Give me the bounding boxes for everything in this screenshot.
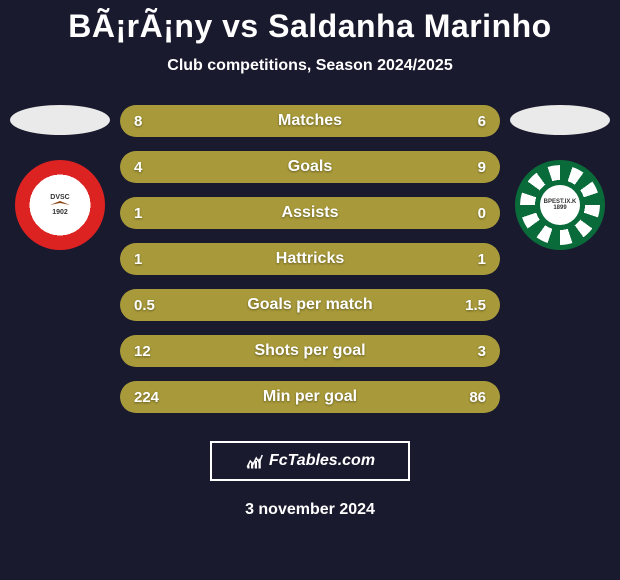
stat-row: 12 Shots per goal 3 [120,335,500,367]
stat-label: Shots per goal [254,342,365,360]
stat-row: 224 Min per goal 86 [120,381,500,413]
stat-left-value: 224 [134,389,159,406]
stat-row: 1 Hattricks 1 [120,243,500,275]
stat-row: 4 Goals 9 [120,151,500,183]
left-club-abbr: DVSC [50,194,69,201]
stat-left-value: 0.5 [134,297,155,314]
right-club-badge-inner: BPEST.IX.K 1899 [540,185,580,225]
stat-left-value: 1 [134,205,142,222]
left-club-badge: DVSC 1902 [15,160,105,250]
left-player-photo-placeholder [10,105,110,135]
bar-fill-right [337,105,500,137]
stat-left-value: 4 [134,159,142,176]
stat-right-value: 1 [478,251,486,268]
stat-row: 0.5 Goals per match 1.5 [120,289,500,321]
right-club-badge: BPEST.IX.K 1899 [515,160,605,250]
stat-label: Assists [282,204,339,222]
stat-right-value: 0 [478,205,486,222]
stat-label: Matches [278,112,342,130]
subtitle: Club competitions, Season 2024/2025 [0,57,620,75]
stat-row: 8 Matches 6 [120,105,500,137]
stat-label: Goals per match [247,296,372,314]
comparison-widget: BÃ¡rÃ¡ny vs Saldanha Marinho Club compet… [0,0,620,580]
brand-text: FcTables.com [269,452,375,470]
stat-right-value: 3 [478,343,486,360]
stats-bars: 8 Matches 6 4 Goals 9 1 Assists 0 1 Hattricks 1 0.5 G… [120,105,500,413]
stat-label: Goals [288,158,332,176]
page-title: BÃ¡rÃ¡ny vs Saldanha Marinho [0,8,620,45]
main-content: DVSC 1902 8 Matches 6 4 Goals 9 1 Assists 0 1 Hatt… [0,105,620,413]
stat-left-value: 8 [134,113,142,130]
left-player-col: DVSC 1902 [10,105,110,250]
stat-right-value: 1.5 [465,297,486,314]
right-player-col: BPEST.IX.K 1899 [510,105,610,250]
brand-badge[interactable]: FcTables.com [210,441,410,481]
stat-right-value: 6 [478,113,486,130]
stat-right-value: 9 [478,159,486,176]
right-player-photo-placeholder [510,105,610,135]
stat-label: Hattricks [276,250,344,268]
left-club-badge-inner: DVSC 1902 [35,180,85,230]
stat-right-value: 86 [469,389,486,406]
right-club-year: 1899 [553,205,566,211]
bar-fill-right [424,335,500,367]
chart-icon [245,452,263,470]
bar-fill-right [237,151,500,183]
stat-left-value: 1 [134,251,142,268]
eagle-icon [50,201,70,209]
left-club-year: 1902 [52,209,68,216]
stat-left-value: 12 [134,343,151,360]
footer-date: 3 november 2024 [0,501,620,519]
stat-row: 1 Assists 0 [120,197,500,229]
stat-label: Min per goal [263,388,357,406]
